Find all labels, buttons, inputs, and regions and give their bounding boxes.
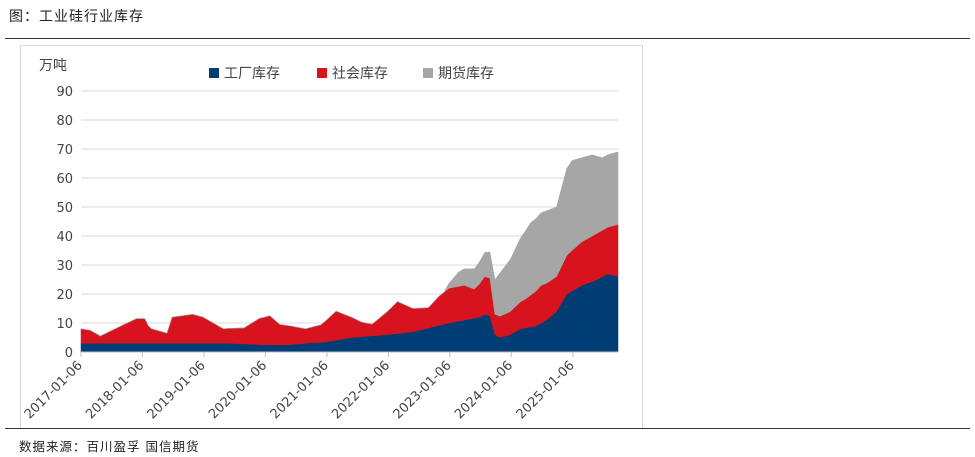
y-tick-label: 10: [56, 317, 73, 332]
legend-swatch: [209, 68, 219, 78]
bottom-divider: [5, 428, 970, 429]
x-tick-label: 2023-01-06: [391, 358, 455, 422]
x-tick-label: 2025-01-06: [514, 358, 578, 422]
y-tick-label: 90: [56, 85, 73, 100]
legend-label: 期货库存: [438, 65, 494, 82]
legend-label: 工厂库存: [224, 66, 280, 82]
y-tick-label: 80: [56, 114, 73, 129]
y-tick-label: 70: [56, 143, 73, 158]
x-tick-label: 2022-01-06: [329, 358, 393, 422]
y-tick-label: 0: [65, 346, 73, 361]
legend-swatch: [317, 68, 327, 78]
x-tick-label: 2024-01-06: [452, 358, 516, 422]
x-tick-label: 2021-01-06: [268, 358, 332, 422]
legend-label: 社会库存: [332, 66, 388, 82]
inventory-area-chart: 01020304050607080902017-01-062018-01-062…: [22, 58, 619, 422]
x-tick-label: 2019-01-06: [145, 358, 209, 422]
y-tick-label: 50: [56, 201, 73, 216]
y-tick-label: 40: [56, 230, 73, 245]
legend-swatch: [423, 68, 433, 78]
y-tick-label: 60: [56, 172, 73, 187]
legend: 工厂库存 社会库存 期货库存: [209, 65, 494, 82]
x-tick-label: 2018-01-06: [83, 358, 147, 422]
y-tick-label: 30: [56, 259, 73, 274]
top-divider: [5, 38, 970, 39]
chart-frame: 0 10 20 30 40 50 60 70 80 90 2017-01-06 2018-01-06 2…: [20, 45, 643, 429]
series-area-3: [80, 151, 619, 337]
gridlines: [81, 90, 618, 324]
stacked-areas: [80, 151, 619, 353]
x-tick-label: 2017-01-06: [22, 358, 86, 422]
y-tick-label: 20: [56, 288, 73, 303]
x-tick-label: 2020-01-06: [206, 358, 270, 422]
figure-title: 图：工业硅行业库存: [9, 9, 144, 25]
data-source-note: 数据来源：百川盈孚 国信期货: [19, 439, 200, 454]
y-axis-unit-label: 万吨: [39, 58, 67, 74]
